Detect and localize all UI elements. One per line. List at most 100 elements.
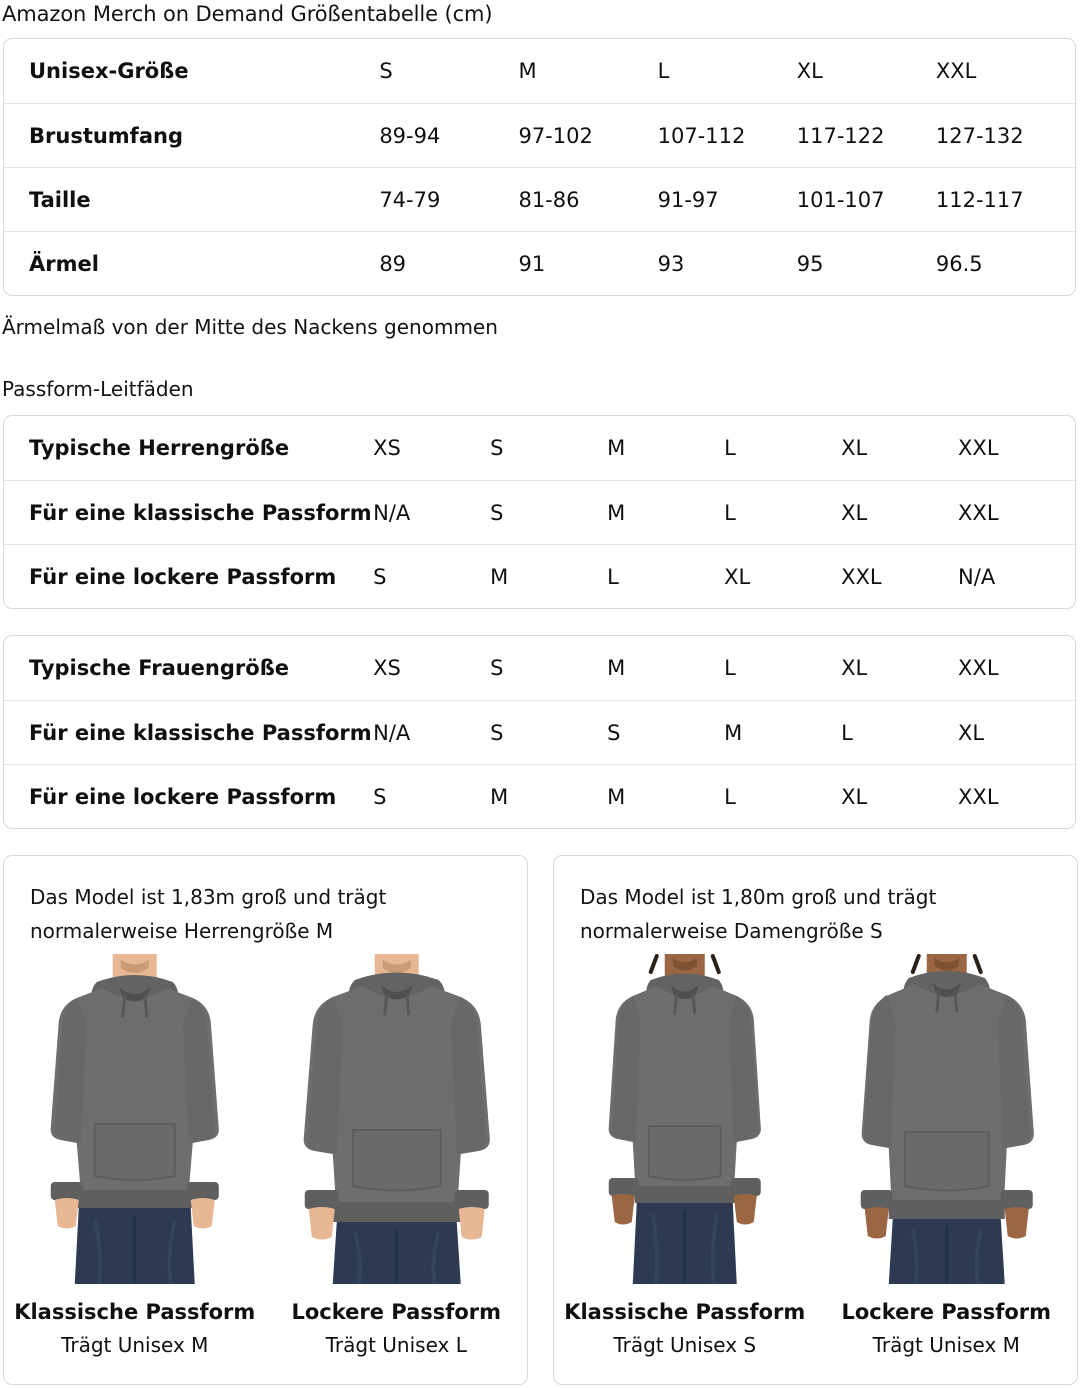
table-cell: L [841, 720, 853, 745]
mens-fit-guide-table: Typische Herrengröße XS S M L XL XXL Für… [3, 415, 1076, 609]
table-cell: XS [373, 436, 401, 460]
mens-model-card: Das Model ist 1,83m groß und trägt norma… [3, 855, 528, 1385]
model-figure-relaxed-fit [266, 954, 528, 1284]
table-row: Unisex-Größe S M L XL XXL [4, 39, 1075, 103]
male-model-classic-hoodie-image [4, 954, 266, 1284]
table-cell: L [724, 500, 736, 525]
table-cell: S [379, 59, 393, 83]
fit-label-group: Klassische Passform Trägt Unisex M Locke… [4, 1296, 527, 1362]
model-figure-classic-fit [554, 954, 816, 1284]
row-label: Für eine lockere Passform [29, 564, 337, 589]
model-caption: Das Model ist 1,83m groß und trägt norma… [30, 885, 387, 943]
sleeve-measurement-note: Ärmelmaß von der Mitte des Nackens genom… [2, 315, 498, 339]
male-model-relaxed-hoodie-image [266, 954, 528, 1284]
table-cell: M [490, 564, 509, 589]
table-cell: L [657, 59, 670, 83]
table-cell: XL [958, 720, 985, 745]
table-cell: XXL [958, 784, 999, 809]
female-model-classic-hoodie-image [554, 954, 816, 1284]
table-cell: M [607, 500, 626, 525]
table-cell: 117-122 [796, 123, 885, 148]
female-model-relaxed-hoodie-image [816, 954, 1078, 1284]
table-row: Brustumfang 89-94 97-102 107-112 117-122… [4, 103, 1075, 167]
table-row: Für eine klassische Passform N/A S S M L… [4, 700, 1075, 764]
fit-label-classic: Klassische Passform Trägt Unisex M [4, 1296, 266, 1362]
table-cell: S [373, 784, 387, 809]
table-row: Taille 74-79 81-86 91-97 101-107 112-117 [4, 167, 1075, 231]
row-label: Typische Frauengröße [29, 656, 290, 680]
table-cell: XL [841, 500, 868, 525]
womens-model-card: Das Model ist 1,80m groß und trägt norma… [553, 855, 1078, 1385]
table-cell: XXL [958, 436, 999, 460]
table-cell: XL [841, 656, 868, 680]
table-cell: S [490, 436, 504, 460]
row-label: Taille [29, 187, 91, 212]
row-label: Brustumfang [29, 123, 183, 148]
table-row: Typische Herrengröße XS S M L XL XXL [4, 416, 1075, 480]
table-row: Typische Frauengröße XS S M L XL XXL [4, 636, 1075, 700]
fit-name: Klassische Passform [564, 1300, 806, 1324]
table-cell: XL [841, 436, 868, 460]
table-cell: 95 [796, 251, 824, 276]
table-cell: XL [796, 59, 823, 83]
table-cell: S [490, 656, 504, 680]
row-label: Typische Herrengröße [29, 436, 290, 460]
table-cell: XXL [958, 500, 999, 525]
model-figure-group [554, 954, 1077, 1284]
table-cell: M [607, 656, 626, 680]
table-row: Für eine lockere Passform S M M L XL XXL [4, 764, 1075, 828]
table-cell: XXL [935, 59, 977, 83]
model-caption: Das Model ist 1,80m groß und trägt norma… [580, 885, 937, 943]
table-cell: S [490, 720, 504, 745]
table-cell: L [724, 436, 736, 460]
table-cell: M [490, 784, 509, 809]
row-label: Für eine lockere Passform [29, 784, 337, 809]
page-title: Amazon Merch on Demand Größentabelle (cm… [2, 2, 493, 26]
table-cell: 91-97 [657, 187, 719, 212]
table-cell: N/A [373, 500, 411, 525]
table-cell: XS [373, 656, 401, 680]
table-cell: L [607, 564, 619, 589]
table-cell: 107-112 [657, 123, 746, 148]
table-cell: 93 [657, 251, 685, 276]
womens-fit-guide-table: Typische Frauengröße XS S M L XL XXL Für… [3, 635, 1076, 829]
table-cell: 89-94 [379, 123, 441, 148]
fit-label-relaxed: Lockere Passform Trägt Unisex M [816, 1296, 1078, 1362]
fit-label-classic: Klassische Passform Trägt Unisex S [554, 1296, 816, 1362]
table-cell: 112-117 [935, 187, 1024, 212]
fit-wears: Trägt Unisex M [61, 1333, 209, 1357]
table-cell: L [724, 656, 736, 680]
table-cell: N/A [373, 720, 411, 745]
unisex-size-table: Unisex-Größe S M L XL XXL Brustumfang 89… [3, 38, 1076, 296]
table-cell: XL [841, 784, 868, 809]
table-cell: S [607, 720, 621, 745]
row-label: Für eine klassische Passform [29, 500, 372, 525]
table-cell: 127-132 [935, 123, 1024, 148]
table-cell: 74-79 [379, 187, 441, 212]
table-cell: 89 [379, 251, 407, 276]
table-cell: 81-86 [518, 187, 580, 212]
model-figure-classic-fit [4, 954, 266, 1284]
table-cell: N/A [958, 564, 996, 589]
table-cell: XXL [958, 656, 999, 680]
table-cell: XXL [841, 564, 882, 589]
table-cell: M [724, 720, 743, 745]
row-label: Für eine klassische Passform [29, 720, 372, 745]
table-cell: M [607, 784, 626, 809]
table-cell: XL [724, 564, 751, 589]
model-figure-group [4, 954, 527, 1284]
fit-name: Lockere Passform [841, 1300, 1052, 1324]
fit-name: Lockere Passform [291, 1300, 502, 1324]
table-cell: 97-102 [518, 123, 593, 148]
table-cell: 101-107 [796, 187, 885, 212]
row-label: Unisex-Größe [29, 59, 189, 83]
table-row: Für eine lockere Passform S M L XL XXL N… [4, 544, 1075, 608]
model-figure-relaxed-fit [816, 954, 1078, 1284]
fit-wears: Trägt Unisex L [325, 1333, 467, 1357]
fit-wears: Trägt Unisex S [613, 1333, 757, 1357]
table-row: Ärmel 89 91 93 95 96.5 [4, 231, 1075, 295]
table-cell: 91 [518, 251, 546, 276]
fit-name: Klassische Passform [14, 1300, 256, 1324]
table-row: Für eine klassische Passform N/A S M L X… [4, 480, 1075, 544]
